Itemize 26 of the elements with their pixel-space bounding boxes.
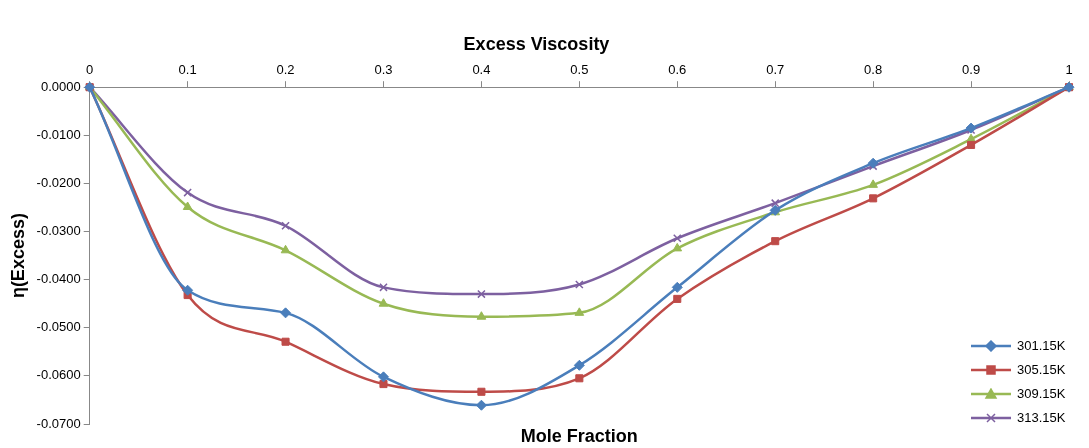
x-tick-label: 0.9	[962, 61, 981, 77]
y-tick-label: -0.0300	[36, 223, 81, 239]
y-axis-title: η(Excess)	[7, 213, 28, 299]
legend-label: 313.15K	[1017, 409, 1066, 427]
y-tick-label: -0.0700	[36, 415, 81, 431]
x-tick-label: 0	[86, 61, 94, 77]
x-tick-label: 0.3	[374, 61, 393, 77]
x-tick-label: 0.1	[178, 61, 197, 77]
x-tick-label: 0.4	[472, 61, 491, 77]
x-tick-label: 0.2	[276, 61, 295, 77]
x-tick-label: 0.6	[668, 61, 687, 77]
x-axis-title: Mole Fraction	[520, 425, 638, 446]
y-tick-label: -0.0600	[36, 367, 81, 383]
x-tick-label: 0.8	[864, 61, 883, 77]
legend-label: 309.15K	[1017, 385, 1066, 403]
x-tick-label: 0.5	[570, 61, 589, 77]
legend-label: 305.15K	[1017, 361, 1066, 379]
y-tick-label: -0.0400	[36, 271, 81, 287]
legend-label: 301.15K	[1017, 337, 1066, 355]
y-tick-label: 0.0000	[40, 78, 81, 94]
y-tick-label: -0.0500	[36, 319, 81, 335]
x-tick-label: 1	[1065, 61, 1073, 77]
y-tick-label: -0.0200	[36, 175, 81, 191]
y-tick-label: -0.0100	[36, 126, 81, 142]
chart-title: Excess Viscosity	[463, 33, 610, 54]
x-tick-label: 0.7	[766, 61, 785, 77]
